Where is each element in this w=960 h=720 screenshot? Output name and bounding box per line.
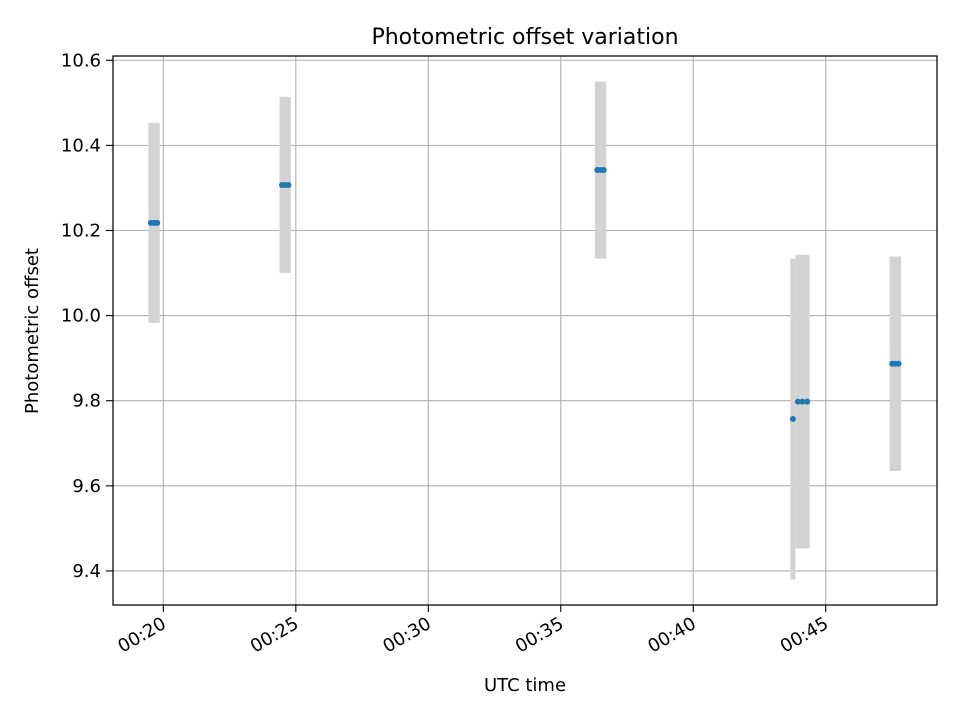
x-axis-label: UTC time bbox=[484, 675, 566, 696]
plot-frame bbox=[112, 55, 938, 606]
chart-title: Photometric offset variation bbox=[371, 25, 678, 50]
y-tick-label: 10.6 bbox=[61, 50, 101, 71]
data-points bbox=[147, 167, 902, 423]
y-axis: 9.4 9.6 9.8 10.0 10.2 10.4 10.6 bbox=[61, 50, 113, 582]
y-tick-label: 10.0 bbox=[61, 306, 101, 327]
data-point bbox=[799, 398, 806, 405]
y-axis-label: Photometric offset bbox=[22, 248, 43, 414]
data-point bbox=[600, 167, 607, 174]
y-tick-label: 9.4 bbox=[72, 561, 101, 582]
y-tick-label: 9.6 bbox=[72, 476, 101, 497]
data-point bbox=[789, 416, 796, 423]
data-point bbox=[285, 181, 292, 188]
data-point bbox=[794, 398, 801, 405]
y-tick-label: 10.2 bbox=[61, 220, 101, 241]
y-tick-label: 10.4 bbox=[61, 135, 101, 156]
data-point bbox=[804, 398, 811, 405]
data-point bbox=[154, 219, 161, 226]
data-point bbox=[895, 360, 902, 367]
y-tick-label: 9.8 bbox=[72, 391, 101, 412]
